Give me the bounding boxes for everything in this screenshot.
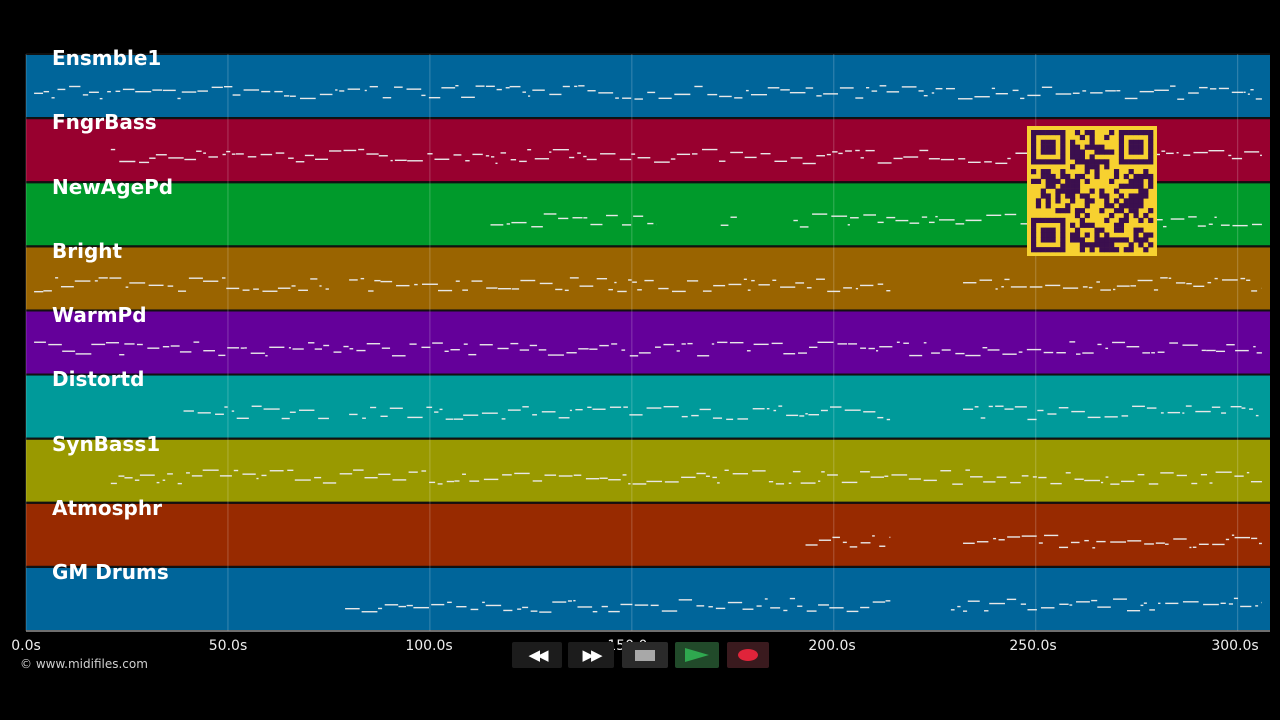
note-trace <box>805 534 1262 549</box>
track-lane <box>26 375 1270 438</box>
copyright-notice: © www.midifiles.com <box>20 657 148 671</box>
track-label: Atmosphr <box>52 496 162 520</box>
track-lane <box>26 311 1270 374</box>
track-lane <box>26 567 1270 630</box>
track-label: GM Drums <box>52 560 169 584</box>
time-tick-label: 100.0s <box>405 638 453 654</box>
track-label: FngrBass <box>52 110 157 134</box>
track-label: SynBass1 <box>52 432 161 456</box>
track-label: Distortd <box>52 367 145 391</box>
track-label: WarmPd <box>52 303 147 327</box>
time-tick-label: 0.0s <box>11 638 41 654</box>
rewind-button[interactable]: ◀◀ <box>512 642 562 668</box>
play-button[interactable] <box>675 642 719 668</box>
play-icon <box>685 648 709 662</box>
record-icon <box>738 649 758 661</box>
time-tick-label: 50.0s <box>208 638 248 654</box>
note-trace <box>34 341 1262 357</box>
time-tick-label: 250.0s <box>1009 638 1057 654</box>
qr-code <box>1027 126 1157 256</box>
note-trace <box>345 597 1262 613</box>
track-lane <box>26 55 1270 118</box>
fast-forward-icon: ▶▶ <box>582 646 602 664</box>
record-button[interactable] <box>727 642 769 668</box>
note-trace <box>34 85 1262 100</box>
track-lane <box>26 247 1270 310</box>
note-trace <box>490 213 1262 228</box>
track-label: Ensmble1 <box>52 46 162 70</box>
time-tick-label: 200.0s <box>808 638 856 654</box>
stop-icon <box>635 649 655 661</box>
track-lane <box>26 503 1270 566</box>
note-trace <box>110 469 1262 485</box>
stop-button[interactable] <box>622 642 668 668</box>
time-tick-label: 300.0s <box>1211 638 1259 654</box>
track-lane <box>26 439 1270 502</box>
track-label: Bright <box>52 239 123 263</box>
track-label: NewAgePd <box>52 175 174 199</box>
note-trace <box>183 405 1259 421</box>
rewind-icon: ◀◀ <box>528 646 548 664</box>
fast-forward-button[interactable]: ▶▶ <box>568 642 614 668</box>
note-trace <box>110 148 1262 165</box>
note-trace <box>34 277 1262 293</box>
